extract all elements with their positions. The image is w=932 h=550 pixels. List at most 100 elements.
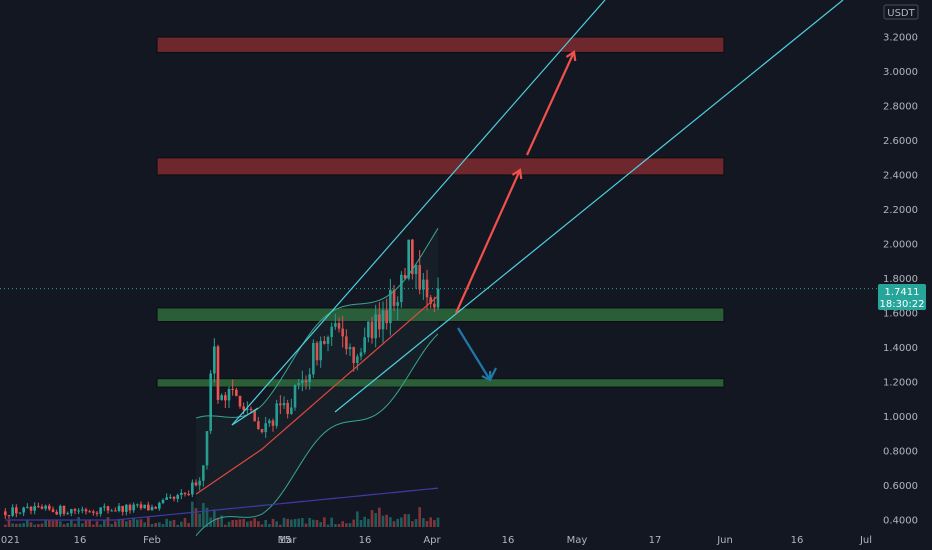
candle-body	[7, 515, 11, 517]
candle-body	[293, 384, 297, 408]
volume-bar	[297, 518, 300, 527]
volume-bar	[411, 521, 414, 527]
volume-bar	[224, 524, 227, 527]
volume-bar	[359, 520, 363, 527]
candle-body	[128, 504, 132, 511]
x-tick-label: Mar	[278, 535, 298, 546]
y-tick-label: 1.4000	[883, 343, 918, 354]
candle-body	[308, 374, 311, 383]
volume-bar	[4, 524, 7, 527]
candle-body	[121, 505, 124, 512]
volume-bar	[422, 518, 425, 527]
y-tick-label: 0.4000	[883, 516, 918, 527]
volume-bar	[407, 514, 410, 527]
candle-body	[84, 509, 88, 512]
candle-body	[275, 403, 278, 426]
channel-lower-line[interactable]	[334, 0, 844, 413]
volume-bar	[341, 521, 344, 527]
volume-bar	[18, 523, 22, 527]
candle-body	[246, 408, 249, 411]
candle-body	[418, 265, 421, 290]
bearish-arrow-tail	[489, 367, 497, 381]
zone-resistance-2[interactable]	[156, 157, 725, 176]
channel-base-segment[interactable]	[231, 407, 259, 426]
volume-bar	[66, 523, 69, 527]
zone-support-3[interactable]	[156, 307, 725, 323]
candle-body	[385, 310, 388, 324]
volume-bar	[271, 518, 275, 527]
volume-bar	[62, 524, 66, 527]
price-axis[interactable]: 3.2000 3.0000 2.8000 2.6000 2.4000 2.2000 2.00…	[878, 0, 932, 530]
volume-bar	[334, 524, 337, 527]
channel-upper-line[interactable]	[231, 0, 606, 426]
candle-body	[279, 403, 282, 406]
volume-bar	[99, 524, 102, 527]
volume-bar	[73, 523, 77, 527]
volume-bar	[33, 524, 36, 527]
candle-body	[165, 497, 168, 500]
candle-body	[271, 420, 275, 426]
candle-body	[381, 310, 385, 330]
volume-bar	[326, 524, 330, 527]
volume-bar	[220, 515, 223, 527]
volume-bar	[367, 518, 370, 527]
candle-body	[249, 408, 253, 410]
last-price-tag: 1.7411 18:30:22	[878, 284, 926, 310]
candle-body	[396, 302, 399, 306]
y-tick-label: 0.6000	[883, 481, 918, 492]
volume-bar	[205, 507, 209, 527]
volume-bar	[37, 524, 40, 527]
volume-bar	[216, 517, 220, 527]
candle-body	[106, 506, 110, 511]
volume-bar	[319, 522, 322, 527]
candle-body	[231, 388, 234, 390]
volume-bar	[106, 517, 110, 527]
last-price-value: 1.7411	[885, 287, 920, 298]
candle-body	[132, 504, 135, 511]
volume-bar	[103, 519, 106, 527]
volume-bar	[117, 519, 121, 527]
candle-body	[345, 336, 348, 350]
candle-body	[425, 279, 429, 298]
candle-body	[414, 265, 418, 275]
volume-bar	[191, 501, 194, 527]
candle-body	[154, 506, 157, 509]
candle-body	[227, 388, 231, 401]
volume-bar	[400, 517, 403, 527]
x-tick-label: 16	[502, 535, 515, 546]
candle-body	[172, 497, 176, 499]
candle-body	[429, 297, 432, 304]
volume-bar	[128, 519, 132, 527]
zone-resistance-1[interactable]	[156, 36, 725, 54]
volume-bar	[51, 520, 55, 527]
candle-body	[264, 423, 267, 433]
candle-body	[169, 497, 172, 499]
candle-body	[150, 506, 154, 511]
volume-bar	[172, 519, 176, 527]
candle-body	[11, 507, 14, 516]
candle-body	[297, 383, 300, 385]
volume-bar	[59, 521, 62, 527]
candle-body	[367, 321, 370, 338]
candle-body	[224, 395, 227, 401]
candles-layer	[4, 238, 440, 527]
volume-bar	[26, 519, 29, 527]
candle-body	[180, 492, 183, 495]
candle-body	[117, 505, 121, 511]
volume-bar	[345, 523, 348, 527]
y-tick-label: 2.0000	[883, 240, 918, 251]
candle-body	[40, 506, 44, 509]
candle-body	[29, 506, 33, 511]
volume-bar	[70, 520, 73, 527]
volume-bar	[436, 517, 440, 527]
zone-support-4[interactable]	[156, 377, 725, 388]
volume-bar	[92, 524, 95, 527]
bearish-arrow[interactable]	[457, 327, 491, 381]
candle-body	[363, 337, 366, 353]
volume-bar	[84, 520, 88, 527]
bullish-arrow-2[interactable]	[525, 51, 576, 156]
bullish-arrow-1[interactable]	[454, 169, 522, 314]
